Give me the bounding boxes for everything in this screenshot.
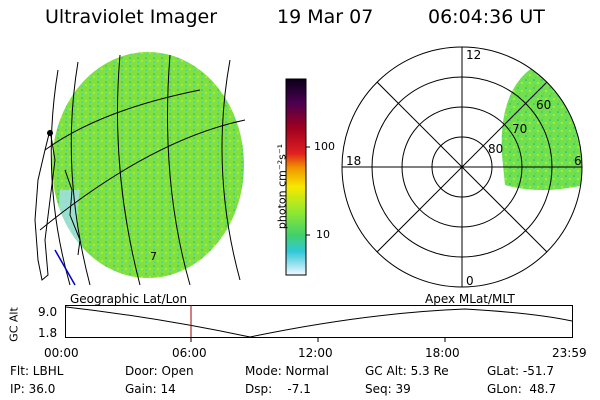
status-gcalt: GC Alt: 5.3 Re <box>365 364 449 378</box>
colorbar-tick-100: 100 <box>314 140 335 153</box>
status-glon: GLon: 48.7 <box>487 382 557 396</box>
status-seq: Seq: 39 <box>365 382 411 396</box>
alt-ytick-bottom: 1.8 <box>38 326 58 340</box>
x-tick-0600: 06:00 <box>172 346 207 360</box>
colorbar-tick-10: 10 <box>316 228 330 241</box>
mlt-0: 0 <box>466 274 474 288</box>
colorbar <box>285 78 310 276</box>
date-label: 19 Mar 07 <box>277 6 374 28</box>
status-flt: Flt: LBHL <box>10 364 64 378</box>
lat-60: 60 <box>536 98 551 112</box>
x-tick-0000: 00:00 <box>44 346 79 360</box>
status-dsp: Dsp: -7.1 <box>245 382 311 396</box>
status-glat: GLat: -51.7 <box>487 364 554 378</box>
mlt-12: 12 <box>466 48 481 62</box>
lat-lon-grid <box>39 54 246 286</box>
lat-70: 70 <box>512 122 527 136</box>
geo-panel-label: Geographic Lat/Lon <box>70 292 188 306</box>
aurora-image <box>52 52 244 278</box>
x-tick-2359: 23:59 <box>552 346 587 360</box>
geographic-image-panel: 7 <box>34 52 246 286</box>
status-mode: Mode: Normal <box>245 364 329 378</box>
lat-80: 80 <box>488 142 503 156</box>
instrument-title: Ultraviolet Imager <box>45 6 218 28</box>
colorbar-unit-label: photon cm⁻²s⁻¹ <box>275 143 289 230</box>
status-gain: Gain: 14 <box>125 382 176 396</box>
altitude-plot <box>65 305 573 342</box>
alt-ylabel: GC Alt <box>7 307 21 342</box>
geo-marker: 7 <box>150 250 157 263</box>
time-label: 06:04:36 UT <box>428 6 545 28</box>
status-door: Door: Open <box>125 364 194 378</box>
coastline <box>34 129 81 281</box>
mlt-6: 6 <box>574 154 582 168</box>
x-tick-1200: 12:00 <box>298 346 333 360</box>
polar-mlt-plot: 12 18 6 0 60 70 80 <box>341 46 583 288</box>
alt-ytick-top: 9.0 <box>38 305 58 319</box>
status-ip: IP: 36.0 <box>10 382 56 396</box>
mlt-18: 18 <box>346 154 361 168</box>
apex-panel-label: Apex MLat/MLT <box>425 292 515 306</box>
altitude-curve <box>65 306 573 338</box>
x-tick-1800: 18:00 <box>425 346 460 360</box>
